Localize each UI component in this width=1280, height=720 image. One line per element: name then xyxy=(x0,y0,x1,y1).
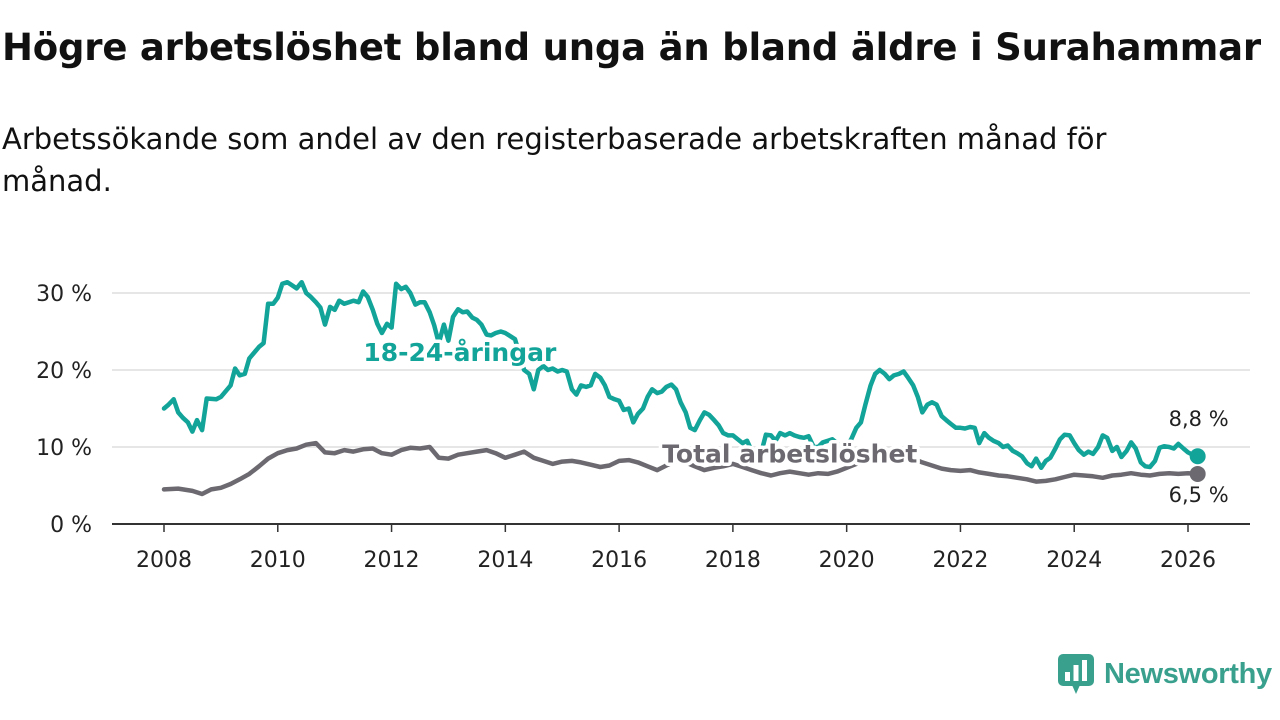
series-endpoint-youth xyxy=(1189,448,1206,465)
series-label-youth: 18-24-åringar xyxy=(363,338,557,367)
x-tick-label: 2008 xyxy=(136,548,192,573)
series-line-total xyxy=(161,440,1200,497)
chart-subtitle: Arbetssökande som andel av den registerb… xyxy=(2,122,1107,198)
x-tick-label: 2018 xyxy=(705,548,761,573)
bubble-tail xyxy=(1072,685,1080,694)
icon-bar xyxy=(1073,665,1079,681)
y-tick-label: 10 % xyxy=(36,436,92,461)
chart-title: Högre arbetslöshet bland unga än bland ä… xyxy=(2,26,1261,69)
end-value-label-youth: 8,8 % xyxy=(1169,407,1229,431)
x-tick-label: 2014 xyxy=(477,548,533,573)
icon-bar xyxy=(1082,660,1087,681)
x-tick-label: 2022 xyxy=(932,548,988,573)
series-endpoint-total xyxy=(1189,465,1206,482)
y-tick-label: 20 % xyxy=(36,359,92,384)
y-tick-label: 0 % xyxy=(50,513,92,538)
x-tick-label: 2024 xyxy=(1046,548,1102,573)
end-value-label-total: 6,5 % xyxy=(1169,483,1229,507)
y-tick-label: 30 % xyxy=(36,282,92,307)
series xyxy=(161,279,1206,497)
series-labels: 18-24-åringar 8,8 % Total arbetslöshet 6,5 … xyxy=(360,334,1231,509)
x-tick-label: 2010 xyxy=(250,548,306,573)
x-tick-label: 2026 xyxy=(1160,548,1216,573)
icon-bar xyxy=(1065,672,1070,681)
gridlines xyxy=(112,292,1250,448)
chart-bubble-icon xyxy=(1058,654,1094,694)
x-tick-label: 2020 xyxy=(819,548,875,573)
series-label-total: Total arbetslöshet xyxy=(662,439,917,468)
newsworthy-logo: Newsworthy xyxy=(1058,654,1272,694)
x-tick-label: 2012 xyxy=(364,548,420,573)
x-tick-label: 2016 xyxy=(591,548,647,573)
axes: 0 % 10 % 20 % 30 % 2008 2010 2012 2014 2016 2018 2… xyxy=(36,282,1250,573)
brand-name: Newsworthy xyxy=(1104,657,1272,690)
series-line-youth xyxy=(161,279,1200,471)
